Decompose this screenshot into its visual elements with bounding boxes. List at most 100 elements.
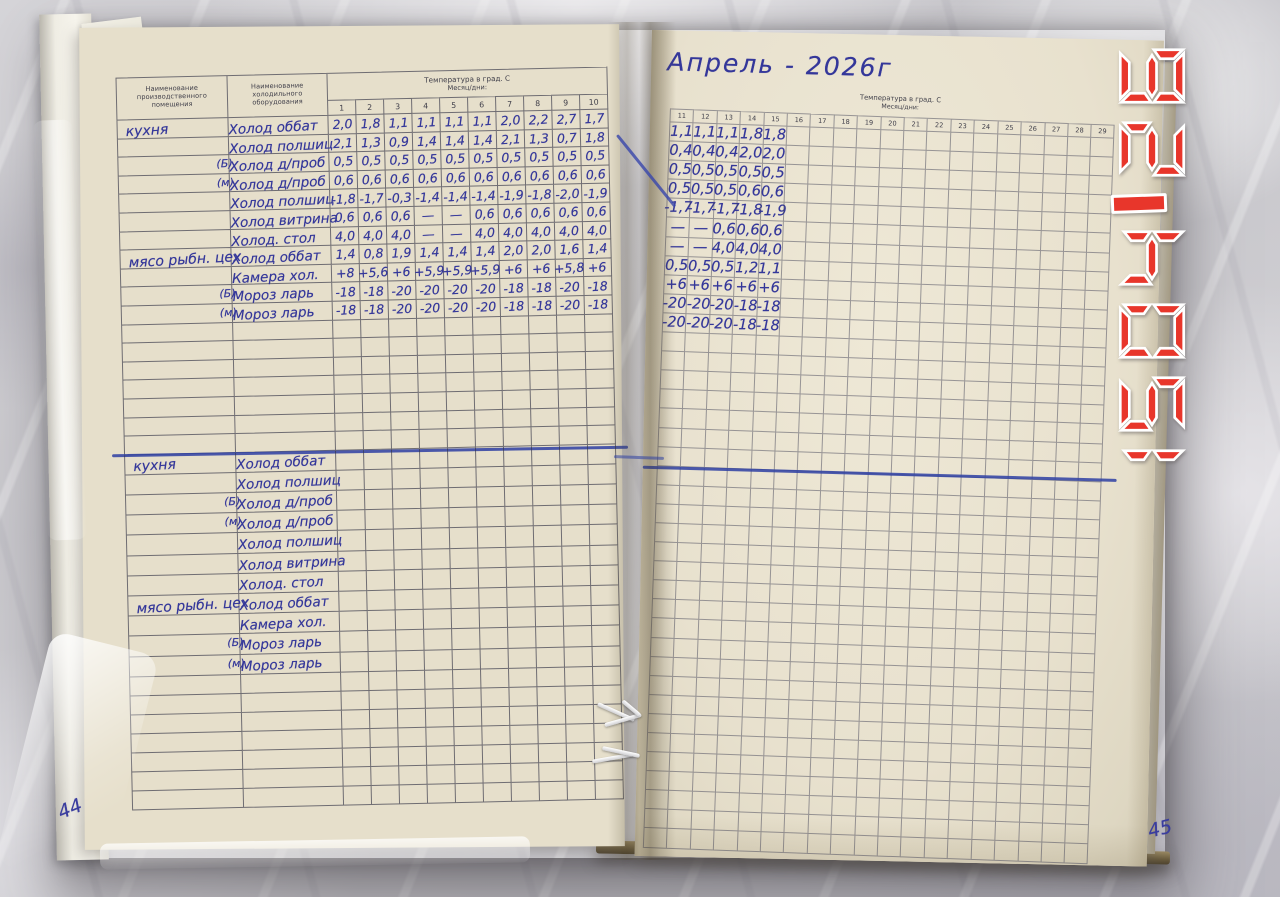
- temp-value-cell: [696, 639, 721, 660]
- temp-value-cell: [887, 531, 913, 552]
- equipment-label: Мороз ларь: [240, 654, 323, 675]
- temp-value: 1,1: [443, 113, 465, 130]
- temp-value-cell: [764, 699, 789, 720]
- temp-value-cell: [452, 628, 481, 650]
- temp-value-cell: [695, 658, 721, 679]
- temp-value-cell: [850, 262, 876, 283]
- temp-value: -18: [587, 277, 609, 294]
- temp-value-cell: 0,6: [581, 165, 611, 185]
- temp-value-cell: [768, 603, 793, 624]
- temp-value-cell: [860, 645, 885, 666]
- temp-value-cell: [508, 667, 538, 688]
- temp-value-cell: [396, 630, 425, 651]
- temp-value-cell: [1041, 804, 1066, 825]
- temp-value-cell: [1007, 478, 1032, 499]
- temp-value-cell: [924, 169, 949, 190]
- temp-value-cell: [892, 417, 917, 438]
- temp-value-cell: 2,7: [552, 110, 581, 130]
- temp-value-cell: +6: [387, 262, 417, 282]
- temp-value-cell: [389, 355, 419, 375]
- temp-value-cell: [1058, 346, 1083, 367]
- temp-value-cell: [538, 724, 567, 744]
- equipment-label: Холод. стол: [238, 573, 324, 594]
- temp-value-cell: [1028, 536, 1053, 557]
- temp-value: 4,0: [586, 222, 607, 239]
- temp-value-cell: [830, 185, 855, 206]
- temp-value-cell: [832, 758, 857, 779]
- temp-value-cell: [1055, 423, 1080, 444]
- temp-value-cell: -18: [500, 297, 529, 317]
- temp-value-cell: [953, 667, 978, 688]
- temp-value-cell: [425, 707, 455, 728]
- temp-value-cell: [1027, 555, 1052, 576]
- temp-value: -18: [531, 297, 553, 314]
- temp-value-cell: [1030, 479, 1055, 500]
- temp-value-cell: [1024, 632, 1049, 653]
- temp-value-cell: [368, 630, 397, 652]
- temp-value: -1,9: [583, 184, 609, 202]
- temp-value-cell: [945, 228, 971, 249]
- temp-value-cell: [1035, 326, 1061, 347]
- temp-value-cell: [870, 378, 895, 399]
- temp-value-cell: [877, 187, 902, 208]
- temp-value-cell: [876, 836, 901, 857]
- temp-value-cell: [985, 439, 1010, 460]
- temp-value: +6: [531, 260, 552, 277]
- temp-value-cell: [848, 320, 873, 340]
- temp-value-cell: [502, 371, 531, 391]
- temp-value-cell: -18: [732, 296, 757, 317]
- temp-value-cell: [475, 428, 504, 448]
- temp-value-cell: 0,6: [386, 206, 415, 227]
- temp-value-cell: [427, 783, 457, 804]
- temp-value: 0,6: [736, 221, 760, 238]
- temp-value-cell: [819, 490, 844, 511]
- temp-value-cell: +6: [527, 259, 557, 279]
- temp-value-cell: [1055, 442, 1080, 463]
- temp-value: -20: [709, 297, 734, 314]
- temp-value-cell: [802, 299, 827, 320]
- temp-value-cell: 0,6: [497, 167, 527, 187]
- temp-value-cell: [951, 725, 976, 745]
- temp-value-cell: [848, 339, 873, 360]
- temp-value-cell: [743, 640, 768, 661]
- temp-value-cell: [951, 705, 976, 726]
- temp-value-cell: [511, 781, 541, 802]
- temp-value-cell: [539, 762, 568, 782]
- temp-value-cell: [1000, 669, 1025, 690]
- temp-value-cell: [423, 589, 452, 610]
- temp-value-cell: [729, 373, 754, 393]
- temp-value-cell: [804, 261, 829, 282]
- temp-value-cell: 0,5: [525, 147, 554, 168]
- temp-value-cell: [1057, 385, 1082, 405]
- temp-value-cell: [1049, 594, 1074, 615]
- temp-value: -20: [709, 316, 733, 333]
- temp-value-cell: -1,7: [711, 200, 739, 221]
- temp-value-cell: [775, 412, 800, 433]
- temp-value-cell: [537, 705, 567, 725]
- day-number-cell: 26: [1020, 121, 1045, 137]
- temp-value-cell: [1019, 765, 1044, 786]
- temp-value: 0,6: [388, 170, 410, 187]
- temp-value-cell: [784, 795, 809, 816]
- temp-value-cell: [689, 830, 714, 851]
- temp-value-cell: [983, 477, 1008, 498]
- temp-value-cell: [1064, 194, 1089, 215]
- temp-value-cell: [889, 493, 914, 514]
- temp-value-cell: [863, 568, 888, 589]
- temp-value-cell: [504, 466, 533, 487]
- temp-value-cell: [835, 682, 860, 703]
- temp-value-cell: [742, 679, 767, 700]
- left-page: Наименование производственного помещения…: [79, 24, 629, 850]
- temp-value-cell: [806, 203, 831, 224]
- temp-value-cell: [950, 744, 975, 765]
- temp-value: -18: [335, 283, 357, 300]
- temp-value-cell: [536, 626, 565, 648]
- temp-value-cell: [397, 708, 427, 729]
- temp-value-cell: [475, 409, 504, 429]
- temp-value-cell: [790, 642, 815, 663]
- temp-value-cell: [880, 722, 906, 743]
- temp-value-cell: [806, 184, 832, 205]
- temp-value-cell: [779, 298, 804, 319]
- temp-value-cell: 1,4: [440, 131, 470, 151]
- temp-value-cell: [947, 189, 972, 210]
